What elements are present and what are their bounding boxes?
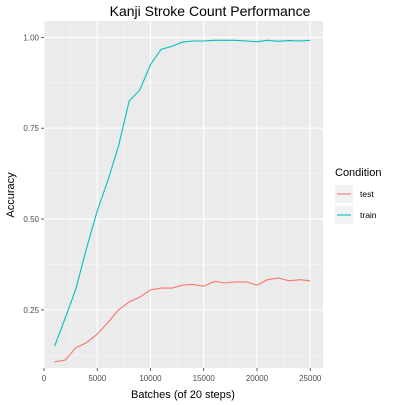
major-gridlines [43, 21, 323, 368]
minor-gridlines [44, 21, 323, 368]
legend: Condition test train [335, 167, 381, 224]
x-tick-label: 10000 [139, 374, 162, 383]
y-axis: 0.25 0.50 0.75 1.00 [23, 33, 44, 315]
x-axis-title: Batches (of 20 steps) [131, 389, 235, 401]
series-line-test [54, 277, 311, 363]
x-tick-label: 15000 [193, 374, 216, 383]
y-axis-title: Accuracy [5, 172, 17, 218]
chart-title: Kanji Stroke Count Performance [110, 3, 311, 19]
x-tick-label: 0 [42, 374, 47, 383]
legend-label-train: train [360, 210, 377, 220]
plot-panel [44, 21, 323, 368]
x-tick-label: 25000 [299, 374, 322, 383]
y-tick-label: 1.00 [23, 33, 39, 42]
y-tick-label: 0.50 [23, 215, 39, 224]
legend-title: Condition [335, 167, 381, 179]
x-axis: 0 5000 10000 15000 20000 25000 [42, 368, 322, 383]
y-tick-label: 0.75 [23, 124, 39, 133]
legend-label-test: test [360, 189, 374, 199]
series-line-train [54, 39, 311, 347]
x-tick-label: 5000 [88, 374, 106, 383]
series-lines [54, 39, 311, 363]
y-tick-label: 0.25 [23, 306, 39, 315]
x-tick-label: 20000 [246, 374, 269, 383]
